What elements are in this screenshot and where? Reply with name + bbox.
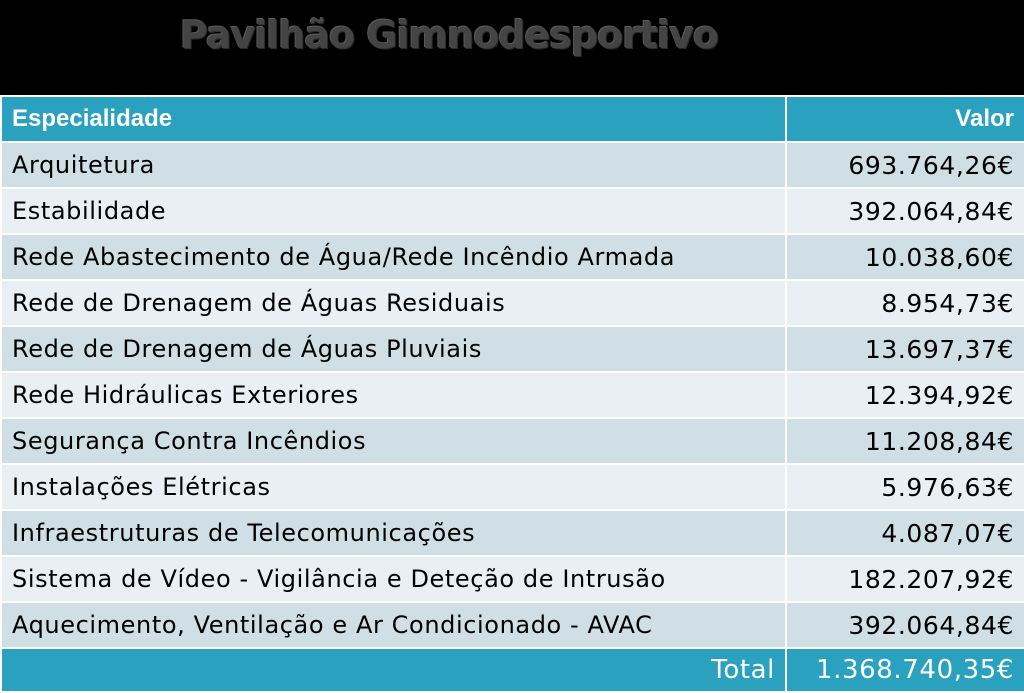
- value-cell: 693.764,26€: [785, 141, 1024, 189]
- value-cell: 12.394,92€: [785, 371, 1024, 419]
- total-label: Total: [0, 647, 787, 693]
- specialty-cell: Aquecimento, Ventilação e Ar Condicionad…: [0, 601, 787, 649]
- value-cell: 8.954,73€: [785, 279, 1024, 327]
- title-bar: Pavilhão Gimnodesportivo: [0, 0, 1024, 93]
- specialty-cell: Instalações Elétricas: [0, 463, 787, 511]
- value-cell: 182.207,92€: [785, 555, 1024, 603]
- specialty-cell: Arquitetura: [0, 141, 787, 189]
- table-row: Aquecimento, Ventilação e Ar Condicionad…: [0, 601, 1024, 649]
- table-row: Rede Abastecimento de Água/Rede Incêndio…: [0, 233, 1024, 281]
- value-cell: 5.976,63€: [785, 463, 1024, 511]
- table-row: Sistema de Vídeo - Vigilância e Deteção …: [0, 555, 1024, 603]
- table-row: Arquitetura 693.764,26€: [0, 141, 1024, 189]
- table-row: Rede de Drenagem de Águas Pluviais 13.69…: [0, 325, 1024, 373]
- value-cell: 13.697,37€: [785, 325, 1024, 373]
- value-cell: 392.064,84€: [785, 601, 1024, 649]
- value-cell: 4.087,07€: [785, 509, 1024, 557]
- specialty-cell: Segurança Contra Incêndios: [0, 417, 787, 465]
- specialty-cell: Rede Hidráulicas Exteriores: [0, 371, 787, 419]
- table-row: Segurança Contra Incêndios 11.208,84€: [0, 417, 1024, 465]
- value-cell: 11.208,84€: [785, 417, 1024, 465]
- specialty-cell: Rede de Drenagem de Águas Pluviais: [0, 325, 787, 373]
- specialty-cell: Rede Abastecimento de Água/Rede Incêndio…: [0, 233, 787, 281]
- table-row: Estabilidade 392.064,84€: [0, 187, 1024, 235]
- specialty-cell: Estabilidade: [0, 187, 787, 235]
- total-value: 1.368.740,35€: [785, 647, 1024, 693]
- column-header-value: Valor: [785, 95, 1024, 143]
- table-header-row: Especialidade Valor: [0, 95, 1024, 143]
- specialty-cell: Rede de Drenagem de Águas Residuais: [0, 279, 787, 327]
- table-row: Rede de Drenagem de Águas Residuais 8.95…: [0, 279, 1024, 327]
- specialty-cell: Infraestruturas de Telecomunicações: [0, 509, 787, 557]
- total-row: Total 1.368.740,35€: [0, 647, 1024, 693]
- page-title: Pavilhão Gimnodesportivo: [180, 13, 719, 57]
- table-row: Rede Hidráulicas Exteriores 12.394,92€: [0, 371, 1024, 419]
- value-cell: 10.038,60€: [785, 233, 1024, 281]
- budget-table: Especialidade Valor Arquitetura 693.764,…: [0, 95, 1024, 693]
- table-row: Instalações Elétricas 5.976,63€: [0, 463, 1024, 511]
- table-row: Infraestruturas de Telecomunicações 4.08…: [0, 509, 1024, 557]
- column-header-specialty: Especialidade: [0, 95, 787, 143]
- specialty-cell: Sistema de Vídeo - Vigilância e Deteção …: [0, 555, 787, 603]
- value-cell: 392.064,84€: [785, 187, 1024, 235]
